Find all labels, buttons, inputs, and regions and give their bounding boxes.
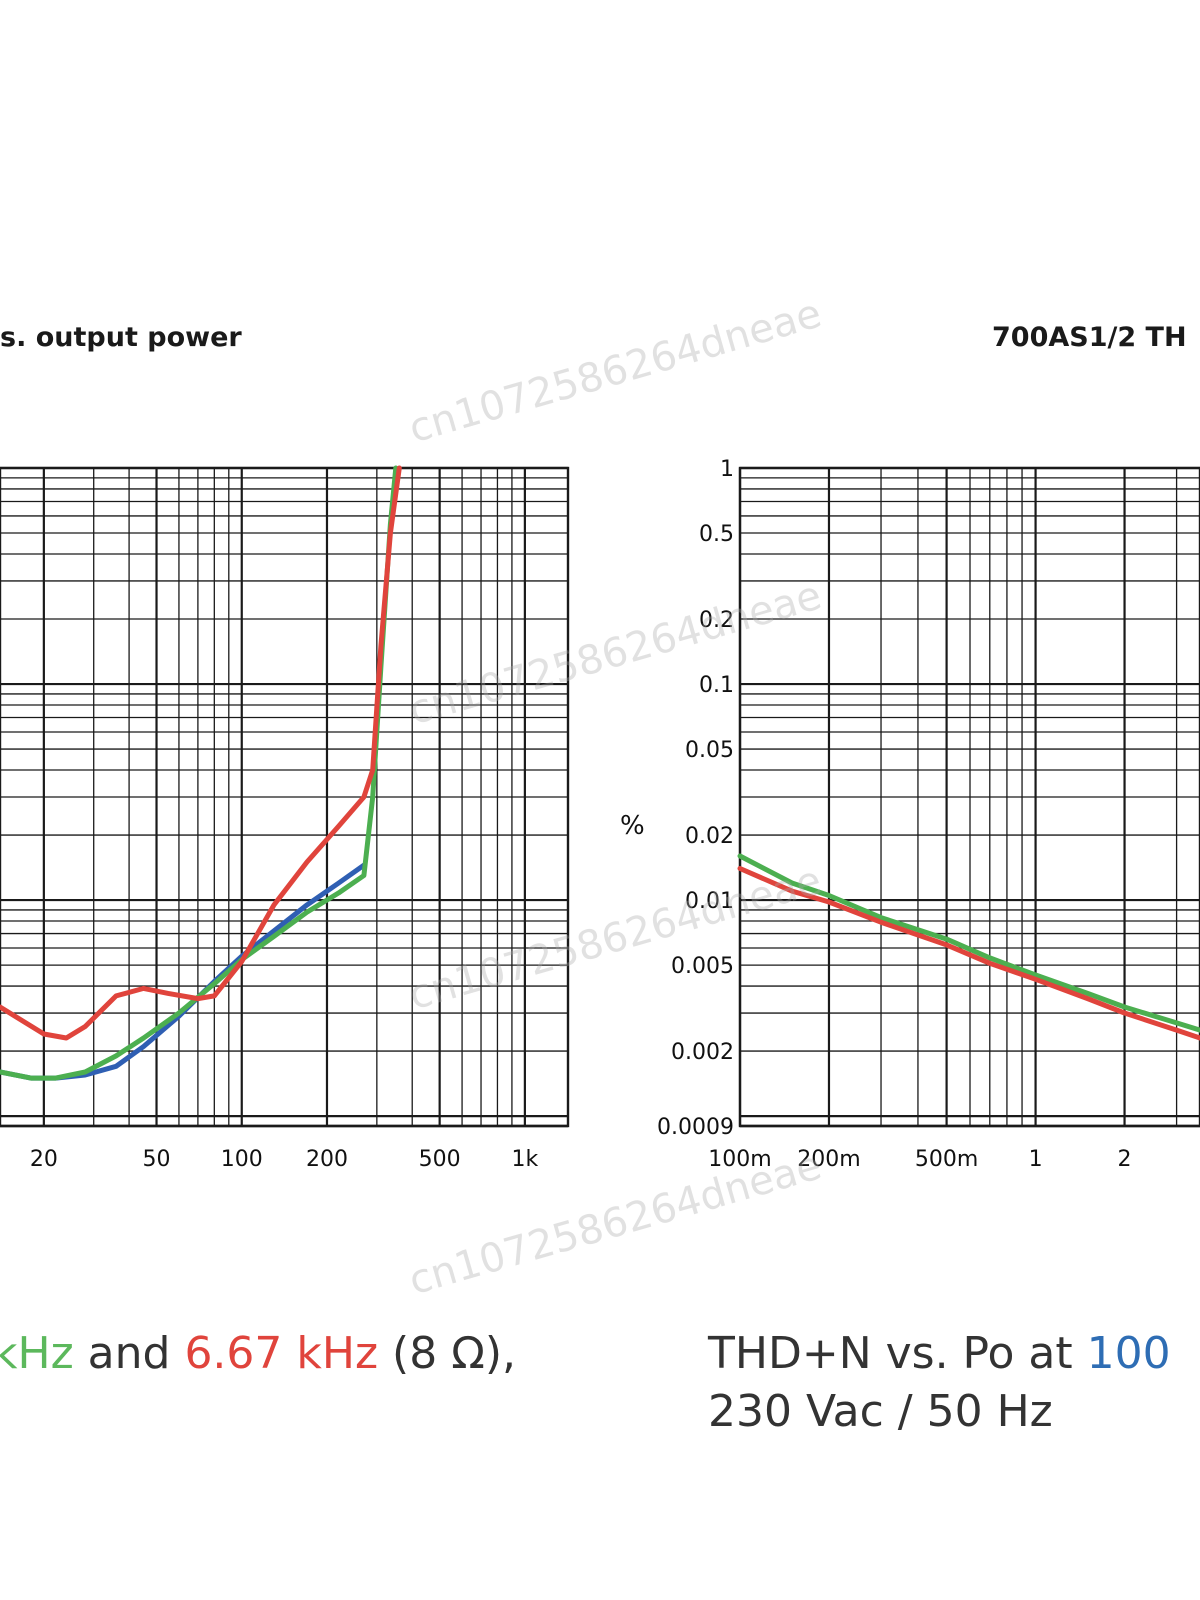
left-x-tick-label: 200: [306, 1147, 348, 1172]
left-x-tick-label: 1k: [512, 1147, 539, 1172]
right-chart-y-axis-label: %: [620, 811, 645, 841]
right-y-tick-label: 1: [720, 457, 734, 482]
right-x-tick-label: 500m: [915, 1147, 978, 1172]
right-y-tick-label: 0.1: [699, 673, 734, 698]
right-caption: THD+N vs. Po at 100 230 Vac / 50 Hz: [708, 1325, 1171, 1441]
left-x-tick-label: 50: [143, 1147, 171, 1172]
left-caption: kHz and 6.67 kHz (8 Ω),: [0, 1325, 516, 1383]
right-chart-y-ticks: 1 0.5 0.2 0.1 0.05 0.02 0.01 0.005 0.002 0.0009: [657, 457, 734, 1140]
right-y-tick-label: 0.002: [671, 1040, 734, 1065]
left-x-tick-label: 20: [30, 1147, 58, 1172]
right-series-green: [737, 853, 1200, 1033]
right-y-tick-label: 0.5: [699, 522, 734, 547]
right-y-tick-label: 0.02: [685, 824, 734, 849]
left-x-tick-label: 100: [221, 1147, 263, 1172]
right-x-tick-label: 1: [1029, 1147, 1043, 1172]
left-caption-segment: and: [73, 1328, 185, 1379]
left-series-blue: [0, 862, 367, 1081]
left-chart-x-ticks: 20 50 100 200 500 1k: [30, 1147, 539, 1172]
right-caption-segment: THD+N vs. Po at: [708, 1328, 1087, 1379]
left-chart-title: s. output power: [0, 322, 242, 353]
right-chart-series: [737, 853, 1200, 1041]
plot-frame: [738, 466, 1200, 1128]
left-series-red: [0, 465, 402, 1041]
right-y-tick-label: 0.05: [685, 738, 734, 763]
left-caption-segment: 6.67 kHz: [184, 1328, 379, 1379]
right-y-tick-label: 0.005: [671, 954, 734, 979]
right-x-tick-label: 200m: [797, 1147, 860, 1172]
right-y-tick-label: 0.01: [685, 889, 734, 914]
right-caption-segment: 100: [1086, 1328, 1171, 1379]
right-series-red: [737, 866, 1200, 1041]
left-caption-segment: (8 Ω),: [378, 1328, 516, 1379]
right-y-tick-label: 0.0009: [657, 1115, 734, 1140]
right-caption-line-1: THD+N vs. Po at 100: [708, 1325, 1171, 1383]
right-chart-x-ticks: 100m 200m 500m 1 2: [708, 1147, 1131, 1172]
right-x-tick-label: 100m: [708, 1147, 771, 1172]
plot-frame: [0, 466, 570, 1128]
right-chart-title: 700AS1/2 TH: [992, 322, 1187, 353]
left-x-tick-label: 500: [419, 1147, 461, 1172]
left-chart-series: [0, 465, 402, 1081]
right-chart-grid: [738, 466, 1200, 1128]
right-caption-line-2: 230 Vac / 50 Hz: [708, 1386, 1053, 1437]
right-x-tick-label: 2: [1118, 1147, 1132, 1172]
left-caption-segment: kHz: [0, 1328, 74, 1379]
right-y-tick-label: 0.2: [699, 608, 734, 633]
